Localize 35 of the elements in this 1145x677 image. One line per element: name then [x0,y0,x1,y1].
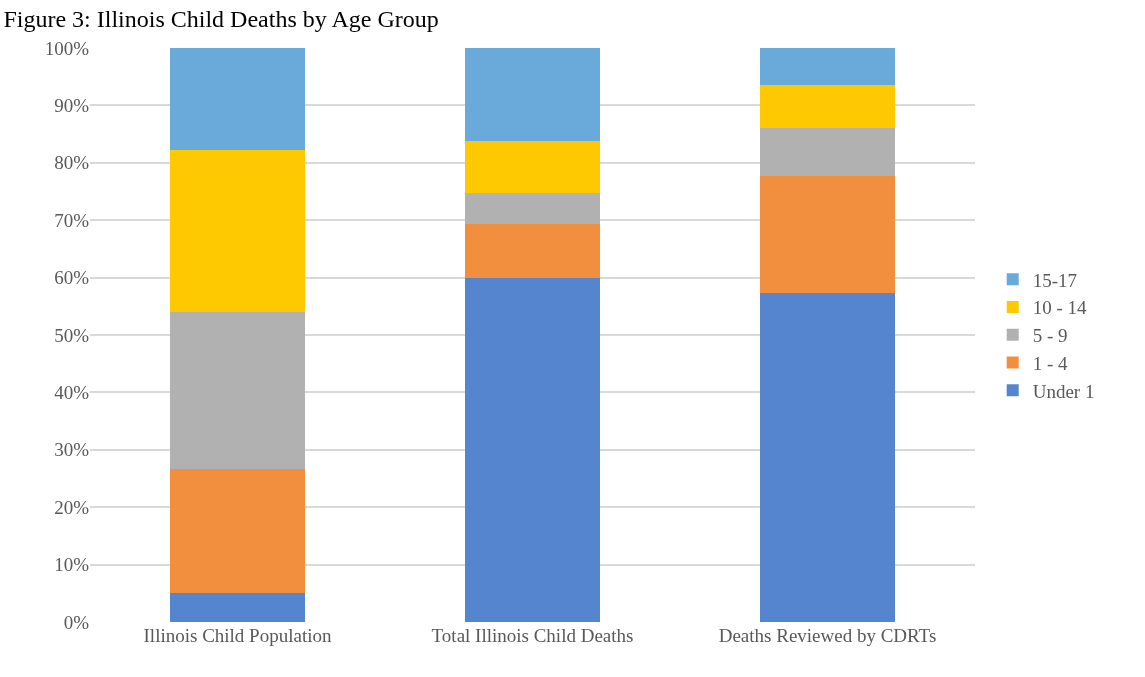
y-tick-label: 70% [54,209,90,231]
legend-label: Under 1 [1032,380,1095,402]
legend-label: 1 - 4 [1032,352,1069,374]
y-tick-label: 100% [44,37,90,59]
bar [759,176,896,294]
x-tick-label: Illinois Child Population [143,625,332,646]
bar [759,48,896,86]
y-tick-label: 40% [54,382,90,404]
legend-label: 10 - 14 [1032,297,1088,319]
bar [464,192,601,225]
bar [169,48,306,151]
bar [169,312,306,470]
bar [169,593,306,622]
bar [759,293,896,622]
x-tick-label: Total Illinois Child Deaths [431,625,634,646]
y-tick-label: 60% [54,267,90,289]
bar [464,48,601,141]
bar [464,140,601,193]
y-tick-label: 0% [63,611,90,633]
bar [759,85,896,129]
bar [169,150,306,313]
y-tick-label: 20% [54,496,90,518]
y-tick-label: 50% [54,324,90,346]
bar [464,278,601,622]
legend-label: 15-17 [1032,269,1078,291]
chart-title: Figure 3: Illinois Child Deaths by Age Group [3,5,439,32]
legend-label: 5 - 9 [1032,325,1068,347]
y-tick-label: 80% [54,152,90,174]
bar [169,469,306,594]
bar [759,128,896,176]
y-tick-label: 10% [54,554,90,576]
y-tick-label: 90% [54,95,90,117]
bar [464,224,601,279]
y-tick-label: 30% [54,439,90,461]
x-tick-label: Deaths Reviewed by CDRTs [718,625,937,646]
